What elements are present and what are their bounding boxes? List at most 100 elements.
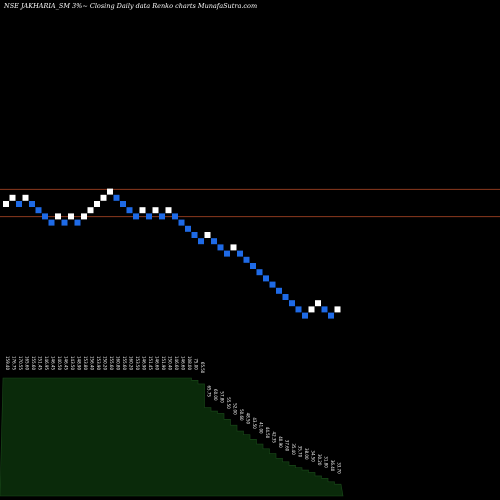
renko-brick-down — [289, 300, 295, 307]
price-label: 37.60 — [285, 440, 290, 452]
price-label: 75.00 — [194, 358, 199, 370]
renko-brick-down — [74, 219, 81, 226]
renko-brick-down — [146, 213, 152, 220]
renko-brick-down — [198, 238, 204, 245]
price-label: 151.90 — [161, 356, 166, 370]
price-label: 55.50 — [226, 397, 231, 409]
renko-brick-down — [61, 219, 68, 226]
renko-brick-down — [224, 250, 230, 257]
renko-brick-up — [152, 207, 159, 214]
price-label: 160.20 — [129, 356, 134, 370]
price-label: 146.60 — [155, 356, 160, 370]
price-label: 108.00 — [187, 356, 192, 370]
price-label: 146.60 — [181, 356, 186, 370]
renko-brick-up — [81, 213, 87, 220]
price-label: 159.40 — [5, 356, 10, 370]
renko-brick-down — [191, 232, 198, 238]
price-label: 40.90 — [278, 436, 283, 448]
price-label: 151.45 — [38, 356, 43, 370]
renko-brick-down — [328, 312, 334, 319]
renko-brick-down — [159, 213, 165, 220]
price-label: 153.90 — [96, 356, 101, 370]
price-label: 170.55 — [18, 356, 23, 370]
chart-title: NSE JAKHARIA_SM 3%~ Closing Daily data R… — [3, 2, 257, 10]
price-label: 43.50 — [252, 417, 257, 429]
renko-brick-up — [315, 300, 321, 307]
price-label: 52.00 — [233, 403, 238, 415]
renko-brick-up — [204, 232, 211, 238]
renko-brick-down — [185, 225, 191, 232]
renko-brick-up — [22, 194, 29, 201]
price-label: 65.50 — [200, 362, 205, 374]
renko-brick-down — [243, 256, 250, 263]
renko-brick-down — [113, 194, 120, 201]
renko-brick-up — [139, 207, 146, 214]
renko-brick-down — [29, 201, 35, 207]
renko-brick-up — [334, 306, 341, 313]
volume-area — [0, 377, 344, 497]
renko-brick-down — [321, 306, 328, 313]
renko-brick-down — [126, 207, 133, 214]
renko-brick-down — [178, 219, 185, 226]
price-label: 31.80 — [324, 456, 329, 468]
renko-brick-down — [295, 306, 302, 313]
price-label: 153.50 — [135, 356, 140, 370]
renko-brick-down — [263, 275, 269, 282]
volume-area-path — [0, 377, 344, 497]
price-label: 151.45 — [148, 356, 153, 370]
price-label: 146.90 — [142, 356, 147, 370]
price-label: 48.50 — [246, 413, 251, 425]
price-label: 57.80 — [220, 391, 225, 403]
price-label: 38.00 — [304, 448, 309, 460]
price-label: 146.95 — [44, 356, 49, 370]
renko-brick-down — [42, 213, 48, 220]
price-label: 155.60 — [109, 356, 114, 370]
price-label: 148.90 — [77, 356, 82, 370]
price-label: 165.60 — [25, 356, 30, 370]
renko-brick-up — [230, 244, 237, 251]
price-labels: 159.40 176.75 170.55 165.60 155.60 151.45 146.… — [5, 356, 342, 474]
price-label: 30.20 — [317, 454, 322, 466]
price-label: 34.50 — [311, 450, 316, 462]
renko-brick-down — [282, 294, 289, 300]
renko-brick-down — [35, 207, 42, 214]
price-label: 153.80 — [83, 356, 88, 370]
price-label: 44.50 — [265, 427, 270, 439]
renko-brick-up — [87, 207, 94, 214]
renko-brick-down — [269, 281, 276, 288]
renko-brick-down — [172, 213, 178, 220]
renko-brick-up — [9, 194, 16, 201]
renko-brick-up — [55, 213, 61, 220]
price-label: 176.75 — [12, 356, 17, 370]
renko-brick-down — [16, 201, 22, 207]
price-label: 155.60 — [122, 356, 127, 370]
renko-brick-up — [308, 306, 315, 313]
renko-brick-down — [250, 263, 256, 269]
price-label: 35.40 — [291, 443, 296, 455]
price-label: 65.75 — [207, 386, 212, 398]
price-label: 156.40 — [90, 356, 95, 370]
price-label: 41.00 — [259, 422, 264, 434]
price-label: 33.70 — [337, 462, 342, 474]
renko-brick-down — [120, 201, 126, 207]
price-label: 150.20 — [103, 356, 108, 370]
renko-brick-up — [68, 213, 74, 220]
renko-brick-up — [107, 188, 113, 195]
price-label: 36.40 — [330, 460, 335, 472]
renko-brick-down — [217, 244, 224, 251]
price-label: 143.50 — [70, 356, 75, 370]
price-label: 146.45 — [51, 356, 56, 370]
renko-brick-down — [302, 312, 308, 319]
price-label: 50.60 — [239, 409, 244, 421]
price-label: 146.60 — [174, 356, 179, 370]
price-label: 140.50 — [57, 356, 62, 370]
renko-brick-up — [100, 194, 107, 201]
price-label: 60.00 — [213, 389, 218, 401]
renko-bricks — [3, 188, 341, 319]
renko-brick-down — [237, 250, 243, 257]
renko-brick-up — [165, 207, 172, 214]
price-label: 155.60 — [31, 356, 36, 370]
renko-brick-down — [211, 238, 217, 245]
renko-brick-up — [3, 201, 9, 207]
